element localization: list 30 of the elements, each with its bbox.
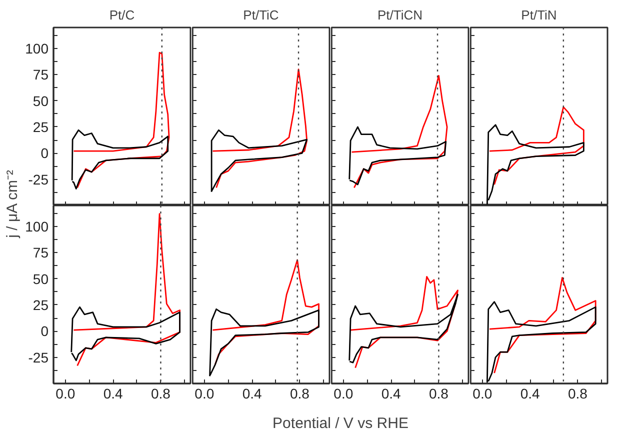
chart-title: Pt/C: [109, 8, 135, 22]
chart-title: Pt/TiCN: [377, 8, 423, 22]
y-tick-label: 0: [40, 323, 49, 340]
x-tick-label: 0.4: [242, 386, 262, 402]
chart-title: Pt/TiC: [243, 8, 279, 22]
y-tick-label: 0: [40, 145, 49, 162]
y-tick-label: -25: [28, 171, 49, 188]
x-axis-title: Potential / V vs RHE: [272, 415, 408, 432]
x-tick-label: 0.0: [194, 386, 214, 402]
x-tick-label: 0.8: [150, 386, 171, 402]
x-tick-label: 0.0: [56, 386, 76, 402]
x-tick-label: 0.4: [103, 386, 124, 402]
y-tick-label: 25: [32, 296, 49, 313]
y-tick-label: 100: [25, 218, 49, 234]
y-tick-label: 75: [32, 244, 49, 261]
y-tick-label: 75: [32, 66, 49, 83]
y-tick-label: 25: [32, 118, 49, 135]
y-tick-label: 50: [32, 92, 49, 109]
x-tick-label: 0.8: [568, 386, 588, 402]
x-tick-label: 0.4: [381, 386, 402, 402]
y-tick-label: -25: [28, 349, 49, 366]
x-tick-label: 0.8: [428, 386, 449, 402]
chart-title: Pt/TiN: [521, 8, 557, 22]
x-tick-label: 0.8: [290, 386, 310, 402]
x-tick-label: 0.4: [520, 386, 540, 402]
x-tick-label: 0.0: [472, 386, 492, 402]
y-tick-label: 100: [25, 40, 49, 56]
y-axis-title: j / μA cm⁻²: [4, 170, 21, 239]
y-tick-label: 50: [32, 270, 49, 287]
x-tick-label: 0.0: [334, 386, 354, 402]
